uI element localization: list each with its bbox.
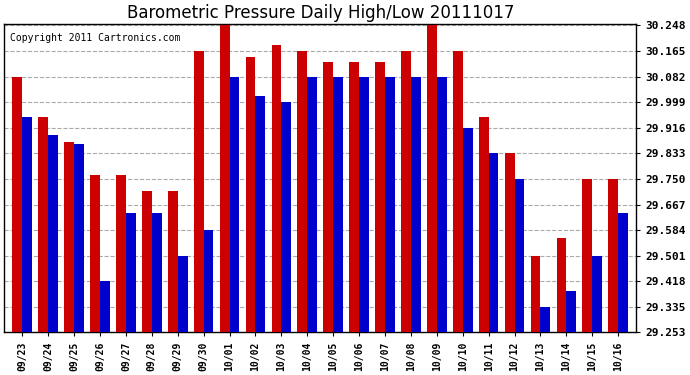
Text: Copyright 2011 Cartronics.com: Copyright 2011 Cartronics.com	[10, 33, 181, 43]
Bar	[204, 230, 213, 332]
Bar	[618, 213, 628, 332]
Bar	[401, 51, 411, 332]
Bar	[230, 76, 239, 332]
Bar	[152, 213, 161, 332]
Bar	[582, 179, 592, 332]
Bar	[194, 51, 204, 332]
Bar	[297, 51, 307, 332]
Bar	[324, 62, 333, 332]
Bar	[255, 96, 266, 332]
Bar	[437, 76, 446, 332]
Bar	[126, 213, 136, 332]
Bar	[272, 45, 282, 332]
Bar	[531, 256, 540, 332]
Bar	[64, 142, 74, 332]
Bar	[540, 307, 551, 332]
Bar	[385, 76, 395, 332]
Bar	[307, 76, 317, 332]
Bar	[489, 153, 498, 332]
Bar	[168, 191, 178, 332]
Bar	[557, 238, 566, 332]
Bar	[39, 117, 48, 332]
Bar	[178, 256, 188, 332]
Bar	[12, 76, 22, 332]
Bar	[100, 282, 110, 332]
Bar	[359, 76, 369, 332]
Bar	[116, 175, 126, 332]
Bar	[349, 62, 359, 332]
Bar	[74, 144, 84, 332]
Bar	[463, 128, 473, 332]
Bar	[333, 76, 343, 332]
Bar	[427, 25, 437, 332]
Bar	[515, 179, 524, 332]
Title: Barometric Pressure Daily High/Low 20111017: Barometric Pressure Daily High/Low 20111…	[126, 4, 514, 22]
Bar	[504, 153, 515, 332]
Bar	[479, 117, 489, 332]
Bar	[90, 175, 100, 332]
Bar	[22, 117, 32, 332]
Bar	[566, 291, 576, 332]
Bar	[411, 76, 421, 332]
Bar	[219, 25, 230, 332]
Bar	[609, 179, 618, 332]
Bar	[375, 62, 385, 332]
Bar	[282, 102, 291, 332]
Bar	[246, 57, 255, 332]
Bar	[592, 256, 602, 332]
Bar	[453, 51, 463, 332]
Bar	[142, 191, 152, 332]
Bar	[48, 135, 58, 332]
